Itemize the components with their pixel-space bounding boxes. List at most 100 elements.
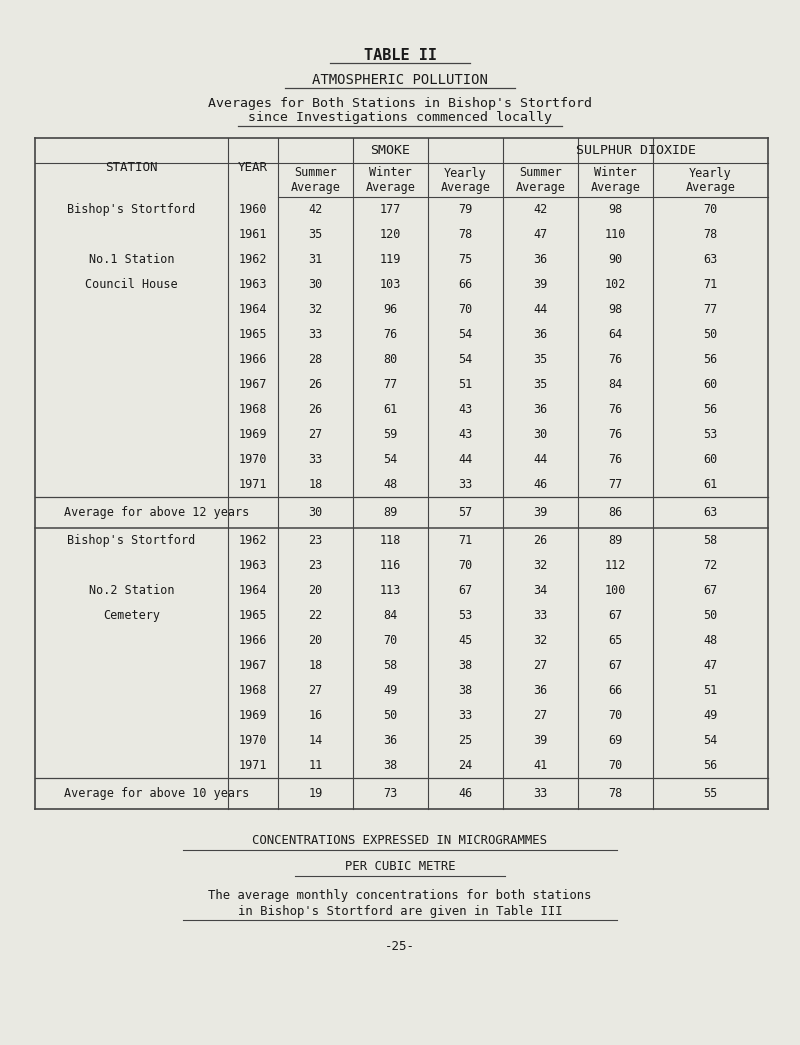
- Text: 44: 44: [534, 303, 548, 316]
- Text: 78: 78: [458, 228, 473, 241]
- Text: 70: 70: [608, 709, 622, 722]
- Text: 77: 77: [608, 478, 622, 491]
- Text: Council House: Council House: [85, 278, 178, 291]
- Text: 42: 42: [308, 203, 322, 216]
- Text: 67: 67: [608, 609, 622, 622]
- Text: 90: 90: [608, 253, 622, 266]
- Text: 30: 30: [534, 428, 548, 441]
- Text: 33: 33: [534, 609, 548, 622]
- Text: 1967: 1967: [238, 659, 267, 672]
- Text: 27: 27: [534, 709, 548, 722]
- Text: The average monthly concentrations for both stations: The average monthly concentrations for b…: [208, 889, 592, 903]
- Text: 38: 38: [383, 759, 398, 772]
- Text: 46: 46: [458, 787, 473, 800]
- Text: 65: 65: [608, 634, 622, 647]
- Text: 30: 30: [308, 506, 322, 519]
- Text: 1964: 1964: [238, 584, 267, 597]
- Text: 67: 67: [458, 584, 473, 597]
- Text: Average: Average: [441, 181, 490, 193]
- Text: Cemetery: Cemetery: [103, 609, 160, 622]
- Text: 80: 80: [383, 353, 398, 366]
- Text: 64: 64: [608, 328, 622, 341]
- Text: 84: 84: [608, 378, 622, 391]
- Text: 1968: 1968: [238, 403, 267, 416]
- Text: 76: 76: [608, 403, 622, 416]
- Text: 72: 72: [703, 559, 718, 572]
- Text: 77: 77: [703, 303, 718, 316]
- Text: 36: 36: [534, 684, 548, 697]
- Text: 100: 100: [605, 584, 626, 597]
- Text: 33: 33: [458, 709, 473, 722]
- Text: 32: 32: [534, 559, 548, 572]
- Text: 33: 33: [308, 328, 322, 341]
- Text: Summer: Summer: [294, 166, 337, 180]
- Text: 32: 32: [534, 634, 548, 647]
- Text: 118: 118: [380, 534, 401, 547]
- Text: Bishop's Stortford: Bishop's Stortford: [67, 203, 196, 216]
- Text: 61: 61: [383, 403, 398, 416]
- Text: 32: 32: [308, 303, 322, 316]
- Text: 110: 110: [605, 228, 626, 241]
- Text: 1967: 1967: [238, 378, 267, 391]
- Text: 76: 76: [608, 428, 622, 441]
- Text: 67: 67: [703, 584, 718, 597]
- Text: 34: 34: [534, 584, 548, 597]
- Text: 1968: 1968: [238, 684, 267, 697]
- Text: 55: 55: [703, 787, 718, 800]
- Text: 50: 50: [703, 609, 718, 622]
- Text: 103: 103: [380, 278, 401, 291]
- Text: 22: 22: [308, 609, 322, 622]
- Text: 116: 116: [380, 559, 401, 572]
- Text: 70: 70: [458, 303, 473, 316]
- Text: 35: 35: [534, 378, 548, 391]
- Text: 16: 16: [308, 709, 322, 722]
- Text: in Bishop's Stortford are given in Table III: in Bishop's Stortford are given in Table…: [238, 905, 562, 918]
- Text: Bishop's Stortford: Bishop's Stortford: [67, 534, 196, 547]
- Text: SMOKE: SMOKE: [370, 144, 410, 157]
- Text: 48: 48: [383, 478, 398, 491]
- Text: 47: 47: [534, 228, 548, 241]
- Text: 56: 56: [703, 403, 718, 416]
- Text: 1961: 1961: [238, 228, 267, 241]
- Text: 27: 27: [308, 428, 322, 441]
- Text: 20: 20: [308, 584, 322, 597]
- Text: 54: 54: [458, 328, 473, 341]
- Text: 47: 47: [703, 659, 718, 672]
- Text: 11: 11: [308, 759, 322, 772]
- Text: 70: 70: [383, 634, 398, 647]
- Text: 177: 177: [380, 203, 401, 216]
- Text: 89: 89: [383, 506, 398, 519]
- Text: 1966: 1966: [238, 634, 267, 647]
- Text: 71: 71: [703, 278, 718, 291]
- Text: 39: 39: [534, 506, 548, 519]
- Text: 1971: 1971: [238, 478, 267, 491]
- Text: 66: 66: [608, 684, 622, 697]
- Text: 60: 60: [703, 378, 718, 391]
- Text: 63: 63: [703, 506, 718, 519]
- Text: 23: 23: [308, 559, 322, 572]
- Text: 51: 51: [458, 378, 473, 391]
- Text: 41: 41: [534, 759, 548, 772]
- Text: 119: 119: [380, 253, 401, 266]
- Text: 23: 23: [308, 534, 322, 547]
- Text: since Investigations commenced locally: since Investigations commenced locally: [248, 112, 552, 124]
- Text: 24: 24: [458, 759, 473, 772]
- Text: 53: 53: [703, 428, 718, 441]
- Text: 51: 51: [703, 684, 718, 697]
- Text: 26: 26: [308, 378, 322, 391]
- Text: 38: 38: [458, 659, 473, 672]
- Text: Average: Average: [515, 181, 566, 193]
- Text: 1970: 1970: [238, 734, 267, 747]
- Text: TABLE II: TABLE II: [363, 47, 437, 63]
- Text: 1963: 1963: [238, 278, 267, 291]
- Text: 76: 76: [608, 452, 622, 466]
- Text: 69: 69: [608, 734, 622, 747]
- Text: 1969: 1969: [238, 428, 267, 441]
- Text: 48: 48: [703, 634, 718, 647]
- Text: No.2 Station: No.2 Station: [89, 584, 174, 597]
- Text: Average: Average: [366, 181, 415, 193]
- Text: Averages for Both Stations in Bishop's Stortford: Averages for Both Stations in Bishop's S…: [208, 96, 592, 110]
- Text: 42: 42: [534, 203, 548, 216]
- Text: 35: 35: [534, 353, 548, 366]
- Text: 26: 26: [308, 403, 322, 416]
